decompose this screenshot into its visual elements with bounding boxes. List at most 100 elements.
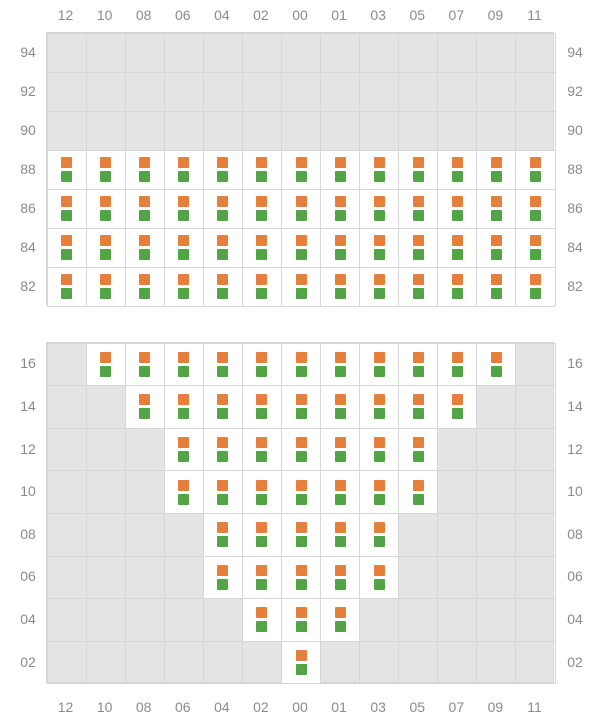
top-grid-cell[interactable] bbox=[164, 150, 203, 189]
bottom-grid-cell[interactable] bbox=[203, 386, 242, 429]
bottom-grid-cell[interactable] bbox=[321, 556, 360, 599]
top-grid-cell[interactable] bbox=[438, 228, 477, 267]
top-grid-cell[interactable] bbox=[438, 189, 477, 228]
top-grid-cell[interactable] bbox=[477, 150, 516, 189]
bottom-grid-cell[interactable] bbox=[360, 556, 399, 599]
top-grid-cell[interactable] bbox=[360, 150, 399, 189]
top-grid-cell[interactable] bbox=[399, 267, 438, 306]
top-grid-cell[interactable] bbox=[477, 228, 516, 267]
top-grid-cell[interactable] bbox=[360, 267, 399, 306]
bottom-grid-cell[interactable] bbox=[281, 556, 320, 599]
bottom-grid-cell[interactable] bbox=[203, 556, 242, 599]
top-grid-cell[interactable] bbox=[321, 150, 360, 189]
bottom-grid-cell[interactable] bbox=[203, 428, 242, 471]
top-grid-cell[interactable] bbox=[125, 228, 164, 267]
bottom-grid-cell[interactable] bbox=[477, 343, 516, 386]
top-grid-cell[interactable] bbox=[164, 228, 203, 267]
top-grid-cell[interactable] bbox=[516, 228, 555, 267]
top-grid-cell[interactable] bbox=[47, 267, 86, 306]
bottom-grid-cell[interactable] bbox=[125, 343, 164, 386]
top-grid-cell[interactable] bbox=[203, 150, 242, 189]
bottom-grid-cell[interactable] bbox=[321, 513, 360, 556]
top-grid-cell[interactable] bbox=[242, 189, 281, 228]
bottom-grid-cell[interactable] bbox=[360, 386, 399, 429]
top-grid-cell[interactable] bbox=[164, 189, 203, 228]
bottom-grid-cell[interactable] bbox=[321, 428, 360, 471]
bottom-grid-cell[interactable] bbox=[399, 343, 438, 386]
bottom-grid-cell[interactable] bbox=[281, 599, 320, 642]
bottom-grid-cell[interactable] bbox=[86, 343, 125, 386]
top-grid-cell[interactable] bbox=[477, 189, 516, 228]
top-grid-cell[interactable] bbox=[203, 189, 242, 228]
bottom-grid-cell[interactable] bbox=[242, 556, 281, 599]
top-grid-cell[interactable] bbox=[321, 228, 360, 267]
top-grid-cell[interactable] bbox=[516, 267, 555, 306]
bottom-grid-cell[interactable] bbox=[281, 386, 320, 429]
top-grid-cell[interactable] bbox=[47, 189, 86, 228]
bottom-grid-cell[interactable] bbox=[321, 471, 360, 514]
bottom-grid-cell[interactable] bbox=[242, 599, 281, 642]
top-grid-cell[interactable] bbox=[360, 228, 399, 267]
bottom-grid-cell[interactable] bbox=[203, 343, 242, 386]
top-grid-cell[interactable] bbox=[47, 150, 86, 189]
top-grid-cell[interactable] bbox=[203, 267, 242, 306]
bottom-grid-cell[interactable] bbox=[242, 513, 281, 556]
bottom-grid-cell[interactable] bbox=[164, 343, 203, 386]
top-grid-cell[interactable] bbox=[321, 267, 360, 306]
top-grid-cell[interactable] bbox=[477, 267, 516, 306]
top-grid-cell[interactable] bbox=[399, 189, 438, 228]
top-grid-cell[interactable] bbox=[438, 150, 477, 189]
top-grid-cell[interactable] bbox=[360, 189, 399, 228]
top-grid-cell[interactable] bbox=[86, 228, 125, 267]
top-grid-cell[interactable] bbox=[399, 150, 438, 189]
bottom-grid-cell[interactable] bbox=[360, 471, 399, 514]
top-grid-cell[interactable] bbox=[399, 228, 438, 267]
bottom-grid-cell[interactable] bbox=[360, 343, 399, 386]
bottom-grid-cell[interactable] bbox=[164, 471, 203, 514]
top-grid-cell[interactable] bbox=[281, 267, 320, 306]
top-grid-cell[interactable] bbox=[164, 267, 203, 306]
bottom-grid-cell[interactable] bbox=[203, 513, 242, 556]
top-grid-cell[interactable] bbox=[281, 228, 320, 267]
top-grid-cell[interactable] bbox=[125, 189, 164, 228]
bottom-grid-cell[interactable] bbox=[438, 343, 477, 386]
top-grid-cell[interactable] bbox=[281, 189, 320, 228]
top-grid-cell[interactable] bbox=[125, 150, 164, 189]
bottom-grid-cell[interactable] bbox=[281, 471, 320, 514]
bottom-grid-cell[interactable] bbox=[164, 386, 203, 429]
bottom-grid-cell[interactable] bbox=[321, 386, 360, 429]
top-grid-cell[interactable] bbox=[125, 267, 164, 306]
bottom-grid-cell[interactable] bbox=[203, 471, 242, 514]
bottom-grid-cell[interactable] bbox=[242, 386, 281, 429]
top-grid-cell[interactable] bbox=[203, 228, 242, 267]
bottom-grid-cell[interactable] bbox=[399, 386, 438, 429]
top-grid-cell[interactable] bbox=[86, 189, 125, 228]
top-grid-cell[interactable] bbox=[516, 150, 555, 189]
bottom-grid-cell[interactable] bbox=[399, 428, 438, 471]
bottom-grid-cell[interactable] bbox=[281, 513, 320, 556]
bottom-grid-cell[interactable] bbox=[242, 471, 281, 514]
bottom-grid-cell[interactable] bbox=[360, 513, 399, 556]
bottom-grid-cell[interactable] bbox=[281, 343, 320, 386]
bottom-grid-cell[interactable] bbox=[281, 641, 320, 684]
top-grid-cell[interactable] bbox=[47, 228, 86, 267]
bottom-grid-cell[interactable] bbox=[321, 343, 360, 386]
bottom-grid-cell[interactable] bbox=[164, 428, 203, 471]
bottom-grid-cell[interactable] bbox=[125, 386, 164, 429]
bottom-grid-cell[interactable] bbox=[321, 599, 360, 642]
bottom-grid-cell[interactable] bbox=[281, 428, 320, 471]
bottom-grid-cell[interactable] bbox=[438, 386, 477, 429]
top-grid-cell[interactable] bbox=[321, 189, 360, 228]
bottom-grid-cell[interactable] bbox=[242, 343, 281, 386]
top-grid-cell[interactable] bbox=[242, 267, 281, 306]
top-grid-cell[interactable] bbox=[438, 267, 477, 306]
top-grid-cell[interactable] bbox=[86, 150, 125, 189]
bottom-grid-cell[interactable] bbox=[399, 471, 438, 514]
top-grid-cell[interactable] bbox=[242, 228, 281, 267]
top-grid-cell[interactable] bbox=[516, 189, 555, 228]
top-grid-cell[interactable] bbox=[242, 150, 281, 189]
bottom-grid-cell[interactable] bbox=[360, 428, 399, 471]
bottom-grid-cell[interactable] bbox=[242, 428, 281, 471]
top-grid-cell[interactable] bbox=[86, 267, 125, 306]
top-grid-cell[interactable] bbox=[281, 150, 320, 189]
